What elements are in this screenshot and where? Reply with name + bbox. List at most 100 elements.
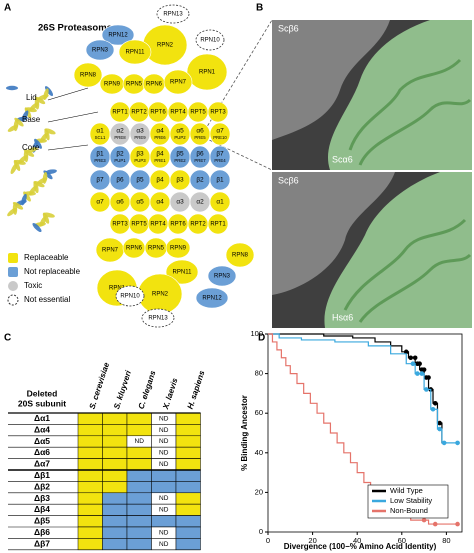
table-cell	[77, 446, 103, 459]
table-cell	[102, 503, 128, 516]
image-label: Hsα6	[332, 312, 353, 322]
image-label: Scα6	[332, 154, 353, 164]
table-cell	[175, 515, 201, 528]
row-label: Δβ3	[34, 493, 50, 503]
table-cell	[175, 481, 201, 494]
x-tick-label: 0	[266, 536, 270, 545]
subunit	[118, 39, 152, 65]
legend-label: Toxic	[24, 281, 42, 290]
table-cell	[77, 424, 103, 437]
subunit	[207, 101, 229, 123]
subunit-label: RPN6	[146, 82, 163, 88]
cell-label: ND	[159, 450, 169, 457]
subunit	[163, 69, 193, 95]
y-tick-label: 100	[250, 329, 263, 338]
legend-label: Low Stability	[390, 496, 432, 505]
cell-label: ND	[159, 415, 169, 422]
table-cell	[126, 481, 152, 494]
subunit-gene: PRE8	[114, 135, 126, 140]
subunit-label: RPN12	[108, 33, 128, 39]
censor-marker	[430, 406, 436, 412]
table-cell	[126, 424, 152, 437]
structure-image	[272, 172, 472, 328]
table-header: Deleted	[27, 388, 58, 398]
table-cell	[175, 412, 201, 425]
subunit-label: β7	[216, 151, 224, 158]
image-label: Scβ6	[278, 175, 299, 185]
subunit-label: RPN11	[126, 50, 146, 56]
table-cell	[77, 492, 103, 505]
cell-label: ND	[159, 461, 169, 468]
subunit-label: β5	[176, 151, 184, 158]
subunit-label: RPN8	[80, 73, 97, 79]
subunit-label: RPT5	[131, 222, 147, 228]
cell-label: ND	[159, 427, 169, 434]
censor-marker	[412, 355, 418, 361]
table-cell	[126, 412, 152, 425]
subunit-gene: PRE10	[213, 135, 227, 140]
table-cell	[175, 538, 201, 551]
row-label: Δβ6	[34, 527, 50, 537]
row-label: Δβ1	[34, 470, 50, 480]
subunit-label: RPN12	[202, 296, 222, 302]
subunit-label: α6	[116, 199, 124, 206]
censor-marker	[421, 367, 427, 372]
cell-label: ND	[159, 529, 169, 536]
subunit-gene: PUP1	[114, 158, 126, 163]
subunit-label: α6	[196, 128, 204, 135]
row-label: Δβ7	[34, 538, 50, 548]
helix	[7, 207, 17, 217]
censor-marker	[417, 361, 422, 367]
panel-label: D	[258, 333, 265, 344]
table-cell	[77, 526, 103, 539]
subunit	[207, 265, 237, 287]
table-cell	[102, 481, 128, 494]
plot-frame	[267, 333, 463, 533]
subunit-label: RPT1	[112, 110, 128, 116]
table-cell	[175, 503, 201, 516]
subunit-label: β4	[156, 151, 164, 158]
censor-marker	[426, 375, 431, 380]
legend-label: Wild Type	[390, 486, 423, 495]
cell-label: ND	[135, 438, 145, 445]
subunit-label: RPT4	[150, 222, 166, 228]
row-label: Δα1	[34, 413, 50, 423]
subunit-label: RPT6	[150, 110, 166, 116]
y-tick-label: 20	[255, 487, 263, 496]
subunit-label: RPN5	[148, 246, 165, 252]
subunit-label: RPN3	[214, 274, 231, 280]
column-label: C. elegans	[137, 369, 158, 410]
y-tick-label: 80	[255, 369, 263, 378]
table-cell	[175, 424, 201, 437]
panel-label: B	[256, 3, 263, 14]
subunit-label: β1	[96, 151, 104, 158]
table-cell	[102, 412, 128, 425]
x-tick-label: 20	[308, 536, 316, 545]
table-cell	[126, 503, 152, 516]
table-cell	[102, 424, 128, 437]
subunit-label: β6	[196, 151, 204, 158]
y-tick-label: 0	[259, 527, 263, 536]
table-cell	[77, 503, 103, 516]
table-cell	[175, 492, 201, 505]
subunit	[209, 145, 231, 169]
legend-swatch	[8, 267, 18, 277]
cell-label: ND	[159, 507, 169, 514]
subunit-label: RPN1	[199, 70, 216, 76]
row-label: Δβ5	[34, 516, 50, 526]
subunit-label: RPN10	[200, 38, 220, 44]
table-cell	[175, 469, 201, 482]
image-label: Scβ6	[278, 23, 299, 33]
table-cell	[77, 469, 103, 482]
subunit-label: α4	[156, 199, 164, 206]
subunit-label: RPN10	[120, 294, 140, 300]
subunit-label: RPN5	[126, 82, 143, 88]
cell-label: ND	[159, 438, 169, 445]
x-axis-title: Divergence (100−% Amino Acid Identity)	[284, 542, 437, 551]
subunit-gene: PRE9	[134, 135, 146, 140]
subunit	[225, 242, 255, 268]
series-line	[268, 333, 447, 444]
cell-label: ND	[159, 495, 169, 502]
table-cell	[102, 458, 128, 471]
